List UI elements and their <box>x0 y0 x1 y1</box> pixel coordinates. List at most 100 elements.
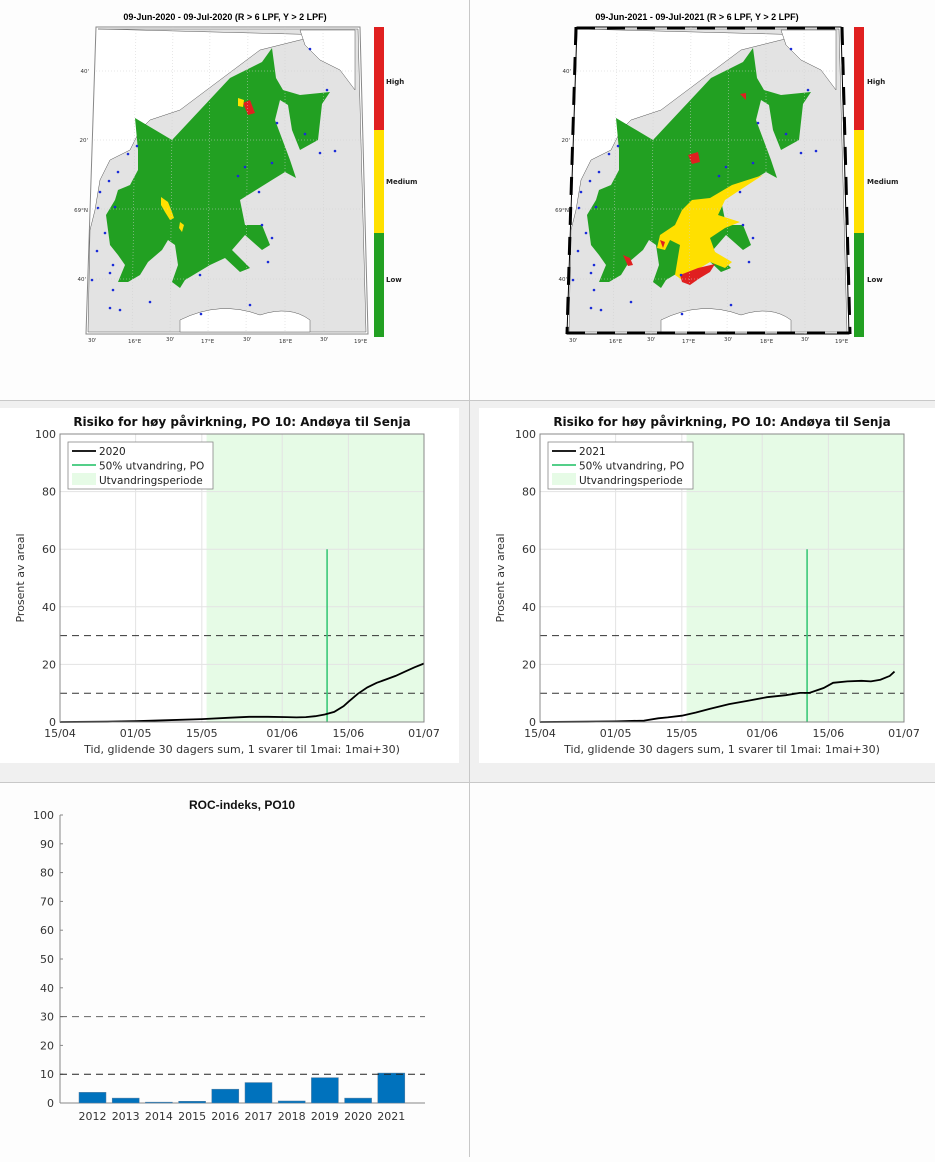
legend: 2020 50% utvandring, PO Utvandringsperiode <box>67 441 214 490</box>
svg-text:20': 20' <box>561 138 570 144</box>
region-high-risk <box>688 152 700 164</box>
legend-entry: 50% utvandring, PO <box>99 461 204 473</box>
y-axis-label: Prosent av areal <box>494 533 507 622</box>
svg-text:0: 0 <box>47 1097 54 1110</box>
series-line-2020 <box>59 662 425 723</box>
lon-tick-labels: 30' 16°E 30' 17°E 30' 18°E 30' 19°E <box>88 337 368 345</box>
map-graticule <box>571 26 847 335</box>
map-figure-2020: 09-Jun-2020 - 09-Jul-2020 (R > 6 LPF, Y … <box>74 12 417 345</box>
svg-text:30': 30' <box>569 338 578 344</box>
colorbar-label-medium: Medium <box>867 178 898 186</box>
svg-text:100: 100 <box>515 428 536 441</box>
svg-text:20': 20' <box>79 138 88 144</box>
bar-2019 <box>311 1077 339 1104</box>
svg-text:80: 80 <box>40 867 54 880</box>
svg-text:2012: 2012 <box>79 1110 107 1123</box>
region-medium-risk <box>238 98 244 107</box>
svg-text:40: 40 <box>40 982 54 995</box>
colorbar: High Medium Low <box>374 27 417 337</box>
svg-text:60: 60 <box>40 924 54 937</box>
svg-text:60: 60 <box>42 543 56 556</box>
svg-text:20: 20 <box>522 658 536 671</box>
region-high-risk <box>243 100 255 115</box>
svg-text:01/05: 01/05 <box>120 727 152 740</box>
svg-text:80: 80 <box>42 486 56 499</box>
svg-text:2014: 2014 <box>145 1110 173 1123</box>
region-medium-risk <box>161 197 174 220</box>
bar-chart-panel: ROC-indeks, PO10 0 10 20 30 40 50 60 70 80 90 100 20… <box>0 783 469 1157</box>
bar-2017 <box>244 1082 273 1104</box>
svg-text:01/06: 01/06 <box>266 727 298 740</box>
svg-text:17°E: 17°E <box>201 339 215 345</box>
farm-sites <box>571 47 818 316</box>
svg-text:01/07: 01/07 <box>408 727 440 740</box>
svg-text:2019: 2019 <box>311 1110 339 1123</box>
svg-text:30': 30' <box>647 337 656 343</box>
svg-text:2020: 2020 <box>344 1110 372 1123</box>
map-panel-2021: 09-Jun-2021 - 09-Jul-2021 (R > 6 LPF, Y … <box>470 0 935 400</box>
svg-text:60: 60 <box>522 543 536 556</box>
x-axis-label: Tid, glidende 30 dagers sum, 1 svarer ti… <box>563 743 880 756</box>
svg-text:19°E: 19°E <box>354 339 368 345</box>
svg-text:19°E: 19°E <box>835 339 849 345</box>
svg-text:15/05: 15/05 <box>666 727 698 740</box>
svg-text:30: 30 <box>40 1011 54 1024</box>
svg-text:18°E: 18°E <box>279 339 293 345</box>
svg-text:2018: 2018 <box>278 1110 306 1123</box>
colorbar-label-low: Low <box>867 276 883 284</box>
colorbar: High Medium Low <box>854 27 898 337</box>
svg-text:18°E: 18°E <box>760 339 774 345</box>
svg-text:15/04: 15/04 <box>524 727 556 740</box>
svg-text:16°E: 16°E <box>128 339 142 345</box>
bar-2018 <box>277 1100 306 1104</box>
sea-area <box>780 29 837 91</box>
svg-text:40': 40' <box>558 277 567 283</box>
svg-text:15/05: 15/05 <box>186 727 218 740</box>
svg-text:10: 10 <box>40 1068 54 1081</box>
svg-text:69°N: 69°N <box>555 208 569 214</box>
svg-text:0: 0 <box>49 716 56 729</box>
colorbar-label-high: High <box>386 78 404 86</box>
region-high-risk <box>680 264 715 285</box>
region-high-risk <box>660 240 665 248</box>
bar-2014 <box>145 1101 173 1104</box>
region-medium-risk <box>179 222 184 232</box>
svg-text:40': 40' <box>77 277 86 283</box>
svg-text:2016: 2016 <box>211 1110 239 1123</box>
svg-text:15/06: 15/06 <box>813 727 845 740</box>
svg-text:15/06: 15/06 <box>333 727 365 740</box>
svg-text:01/07: 01/07 <box>888 727 920 740</box>
line-chart-panel-2020: 15/04 01/05 15/05 01/06 15/06 01/07 0 20 40 60 80 1… <box>0 408 459 763</box>
bar-2013 <box>111 1097 140 1104</box>
svg-text:20: 20 <box>42 658 56 671</box>
colorbar-label-high: High <box>867 78 885 86</box>
svg-text:40: 40 <box>522 601 536 614</box>
row-divider-2 <box>0 782 935 783</box>
legend-entry: 50% utvandring, PO <box>579 461 684 473</box>
line-chart-2021: 15/04 01/05 15/05 01/06 15/06 01/07 0 20 40 60 80 1… <box>494 415 920 756</box>
plot-area-frame <box>539 433 905 723</box>
checkered-frame <box>565 26 852 335</box>
chart-title: Risiko for høy påvirkning, PO 10: Andøya… <box>553 415 890 429</box>
svg-text:2015: 2015 <box>178 1110 206 1123</box>
svg-text:30': 30' <box>88 338 97 344</box>
region-high-risk <box>740 93 746 100</box>
svg-text:01/05: 01/05 <box>600 727 632 740</box>
lake-area <box>660 308 792 333</box>
farm-sites <box>90 47 337 316</box>
roc-index-bar-chart: ROC-indeks, PO10 0 10 20 30 40 50 60 70 80 90 100 20… <box>33 798 425 1123</box>
y-axis-label: Prosent av areal <box>14 533 27 622</box>
svg-text:100: 100 <box>35 428 56 441</box>
svg-text:30': 30' <box>801 337 810 343</box>
map-graticule <box>90 26 366 335</box>
svg-text:40: 40 <box>42 601 56 614</box>
x-tick-labels: 15/04 01/05 15/05 01/06 15/06 01/07 <box>44 727 440 740</box>
y-tick-labels: 0 20 40 60 80 100 <box>515 428 536 729</box>
utvandringsperiode-region <box>686 434 904 722</box>
colorbar-label-medium: Medium <box>386 178 417 186</box>
y-tick-labels: 0 10 20 30 40 50 60 70 80 90 100 <box>33 809 54 1110</box>
series-line-2021 <box>539 670 896 723</box>
svg-text:40': 40' <box>562 69 571 75</box>
svg-text:80: 80 <box>522 486 536 499</box>
svg-text:15/04: 15/04 <box>44 727 76 740</box>
